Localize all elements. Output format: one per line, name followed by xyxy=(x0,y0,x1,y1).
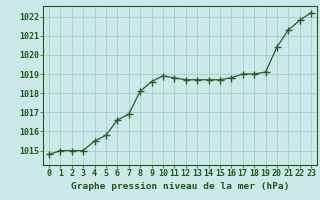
X-axis label: Graphe pression niveau de la mer (hPa): Graphe pression niveau de la mer (hPa) xyxy=(71,182,289,191)
